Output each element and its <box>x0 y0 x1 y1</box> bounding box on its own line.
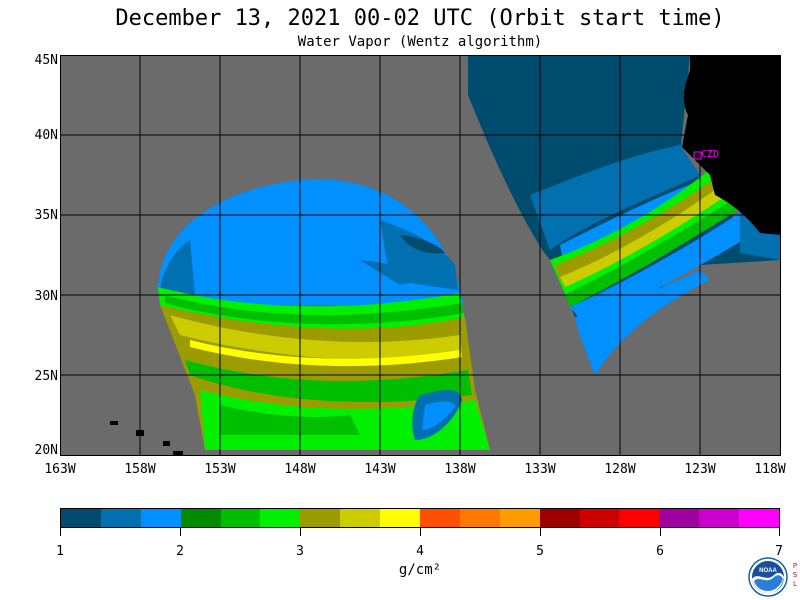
water-vapor-map: CZD <box>60 55 781 456</box>
west-swath <box>158 179 490 450</box>
color-scale-tick <box>660 528 661 536</box>
lon-label: 163W <box>44 462 76 477</box>
color-scale-swatch <box>180 509 221 527</box>
color-scale-swatch <box>699 509 740 527</box>
color-scale-swatch <box>340 509 381 527</box>
station-czd-marker[interactable]: CZD <box>693 149 719 160</box>
lon-label: 128W <box>604 462 636 477</box>
color-scale-bar <box>60 508 780 528</box>
color-scale-unit: g/cm² <box>398 562 442 578</box>
map-grid <box>60 55 781 456</box>
color-scale-tick-label: 6 <box>656 544 664 559</box>
north-america-land <box>682 55 781 235</box>
noaa-logo-icon[interactable]: NOAA <box>748 557 788 597</box>
lat-label: 30N <box>34 289 58 304</box>
lon-label: 158W <box>124 462 156 477</box>
color-scale-tick-label: 3 <box>296 544 304 559</box>
color-scale-tick <box>540 528 541 536</box>
noaa-logo-text: NOAA <box>759 568 777 574</box>
lat-label: 45N <box>34 53 58 68</box>
color-scale-swatch <box>220 509 261 527</box>
lon-label: 118W <box>754 462 786 477</box>
color-scale-tick-label: 4 <box>416 544 424 559</box>
lon-label: 123W <box>684 462 716 477</box>
lat-label: 35N <box>34 208 58 223</box>
color-scale-swatch <box>420 509 460 527</box>
lat-label: 25N <box>34 369 58 384</box>
color-scale-swatch <box>140 509 181 527</box>
map-title: December 13, 2021 00-02 UTC (Orbit start… <box>115 6 725 31</box>
lon-label: 133W <box>524 462 556 477</box>
color-scale-swatch <box>100 509 141 527</box>
color-scale-swatch <box>539 509 580 527</box>
color-scale-tick <box>420 528 421 536</box>
color-scale-tick-label: 2 <box>176 544 184 559</box>
color-scale-tick <box>180 528 181 536</box>
color-scale-tick <box>60 528 61 536</box>
color-scale-swatch <box>619 509 660 527</box>
map-subtitle: Water Vapor (Wentz algorithm) <box>297 34 543 50</box>
color-scale-swatch <box>260 509 301 527</box>
psl-side-label: P S L <box>792 562 798 588</box>
color-scale-swatch <box>659 509 700 527</box>
lon-label: 138W <box>444 462 476 477</box>
color-scale-swatch <box>61 509 101 527</box>
lon-label: 148W <box>284 462 316 477</box>
color-scale-swatch <box>739 509 780 527</box>
color-scale-swatch <box>300 509 341 527</box>
color-scale-tick-label: 7 <box>775 544 783 559</box>
color-scale-tick <box>779 528 780 536</box>
color-scale-swatch <box>579 509 620 527</box>
color-scale-swatch <box>499 509 540 527</box>
color-scale-tick-label: 1 <box>56 544 64 559</box>
color-scale-swatch <box>459 509 500 527</box>
lon-label: 153W <box>204 462 236 477</box>
lat-label: 20N <box>34 443 58 458</box>
color-scale-tick <box>300 528 301 536</box>
lon-label: 143W <box>364 462 396 477</box>
station-czd-label: CZD <box>701 149 719 160</box>
color-scale-tick-label: 5 <box>536 544 544 559</box>
lat-label: 40N <box>34 128 58 143</box>
color-scale-swatch <box>380 509 421 527</box>
